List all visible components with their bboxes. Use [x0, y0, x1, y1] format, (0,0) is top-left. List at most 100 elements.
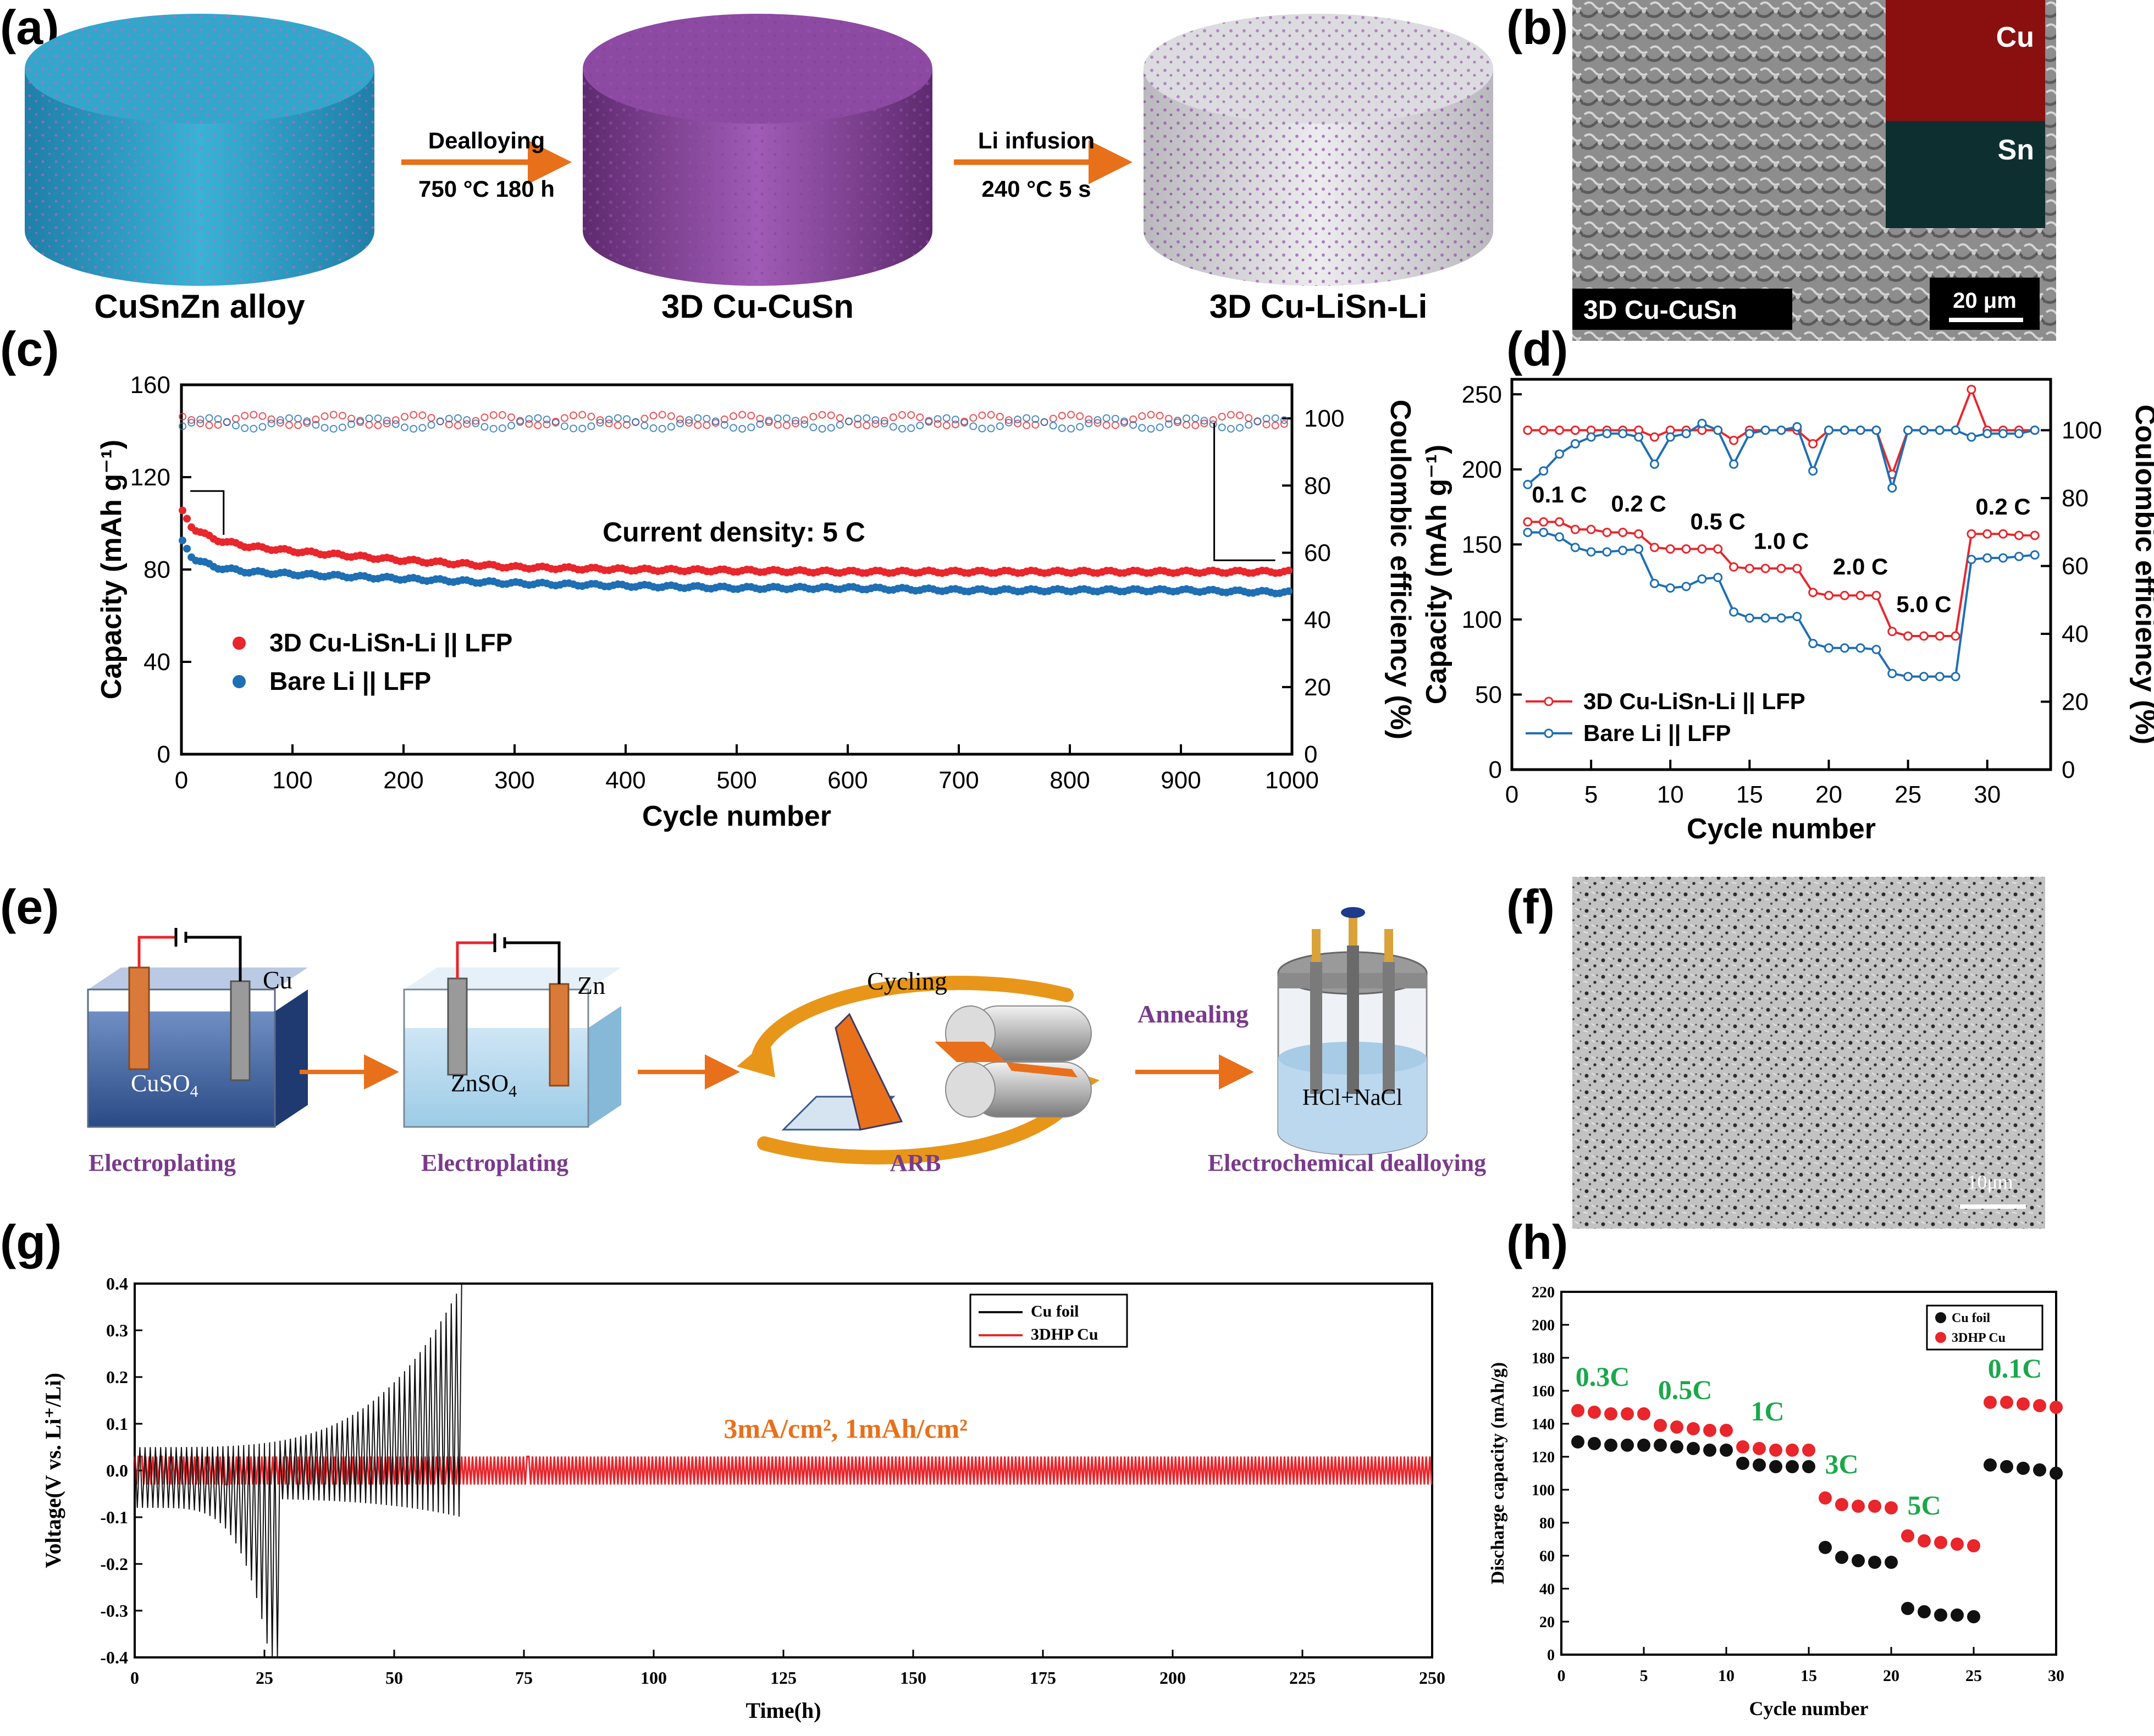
- step-label-3: ARB: [890, 1149, 941, 1176]
- ce-point: [1665, 432, 1675, 442]
- x-tick-label: 25: [1965, 1667, 1982, 1685]
- data-point: [1687, 1442, 1700, 1455]
- ce-point: [978, 424, 986, 433]
- ce-point: [374, 421, 382, 429]
- ce-point: [942, 414, 951, 422]
- x-tick-label: 250: [1419, 1668, 1445, 1688]
- data-point: [2033, 1463, 2046, 1477]
- ce-point: [1903, 425, 1913, 435]
- ce-point: [1067, 424, 1075, 433]
- arrow1-top-label: Dealloying: [428, 128, 545, 153]
- x-tick-label: 100: [272, 767, 312, 794]
- right-axis-indicator: [1213, 423, 1275, 561]
- capacity-point: [1744, 563, 1754, 573]
- y-tick-label: 0.1: [106, 1414, 128, 1434]
- ce-point: [214, 415, 222, 423]
- x-axis-label: Time(h): [745, 1698, 821, 1723]
- capacity-point: [1539, 517, 1549, 527]
- ce-point: [1570, 425, 1580, 435]
- capacity-point: [183, 545, 191, 553]
- data-point: [1703, 1424, 1716, 1437]
- ce-point: [1102, 414, 1111, 422]
- ce-point: [1776, 425, 1786, 435]
- panel-label-b: (b): [1506, 0, 1568, 54]
- ce-point: [338, 412, 346, 420]
- ce-point: [738, 411, 747, 419]
- data-point: [2033, 1399, 2046, 1412]
- ce-point: [258, 423, 267, 431]
- x-tick-label: 125: [770, 1668, 797, 1688]
- data-point: [1819, 1541, 1832, 1554]
- y2-tick-label: 40: [1304, 607, 1331, 634]
- x-tick-label: 30: [1974, 781, 2001, 808]
- panel-f: (f) 10μm: [1506, 877, 2045, 1229]
- legend-label: 3D Cu-LiSn-Li || LFP: [1583, 688, 1805, 715]
- y-tick-label: 0.2: [106, 1367, 128, 1387]
- ce-point: [374, 414, 382, 423]
- data-point: [1802, 1444, 1815, 1457]
- solution-hcl: HCl+NaCl: [1302, 1085, 1402, 1110]
- y-tick-label: -0.2: [100, 1554, 128, 1574]
- y-tick-label: 160: [1532, 1383, 1555, 1400]
- ce-point: [214, 421, 222, 429]
- step-label-1: Electroplating: [89, 1149, 236, 1176]
- y-axis-label: Voltage(V vs. Li⁺/Li): [41, 1373, 65, 1568]
- ce-point: [179, 412, 187, 421]
- capacity-point: [1602, 547, 1612, 557]
- ce-point: [1245, 414, 1253, 422]
- x-tick-label: 15: [1800, 1667, 1817, 1685]
- ce-point: [765, 417, 773, 425]
- ce-point: [1067, 411, 1075, 419]
- data-point: [1951, 1538, 1964, 1551]
- ce-point: [498, 411, 506, 419]
- rate-label: 1.0 C: [1754, 528, 1809, 554]
- capacity-point: [1539, 528, 1549, 538]
- ce-point: [347, 414, 356, 423]
- capacity-point: [1570, 543, 1580, 552]
- capacity-point: [1681, 582, 1691, 591]
- ce-point: [782, 421, 791, 429]
- legend-label: Cu foil: [1031, 1302, 1079, 1320]
- panel-label-d: (d): [1506, 322, 1568, 376]
- y-axis-label: Discharge capacity (mAh/g): [1488, 1362, 1508, 1584]
- ce-point: [534, 421, 542, 429]
- ce-point: [596, 418, 604, 427]
- capacity-point: [1998, 553, 2008, 563]
- capacity-point: [1634, 529, 1644, 539]
- ce-point: [729, 424, 737, 432]
- x-tick-label: 0: [1557, 1667, 1566, 1685]
- ce-point: [489, 424, 498, 433]
- chart-annotation: 3mA/cm², 1mAh/cm²: [723, 1413, 968, 1444]
- ce-point: [463, 420, 471, 428]
- eds-map-cu: [1886, 0, 2045, 121]
- ce-point: [987, 411, 995, 419]
- ce-point: [774, 421, 782, 429]
- ce-point: [907, 411, 915, 419]
- capacity-point: [2014, 551, 2024, 561]
- ce-point: [445, 421, 453, 429]
- ce-point: [1058, 424, 1066, 432]
- ce-point: [1191, 414, 1200, 423]
- ce-point: [845, 417, 853, 425]
- ce-point: [205, 414, 213, 422]
- legend-label: Cu foil: [1952, 1311, 1990, 1325]
- data-point: [1984, 1396, 1997, 1409]
- ce-point: [809, 412, 818, 421]
- capacity-point: [1982, 553, 1992, 563]
- ce-point: [551, 418, 560, 427]
- y-tick-label: 250: [1462, 381, 1502, 408]
- capacity-point: [1776, 613, 1786, 623]
- electrode-label-cu: Cu: [263, 966, 292, 994]
- ce-point: [738, 425, 747, 433]
- x-tick-label: 400: [605, 767, 645, 794]
- capacity-point: [1523, 528, 1533, 538]
- capacity-point: [1523, 517, 1533, 527]
- ce-point: [1085, 419, 1093, 428]
- ce-point: [570, 411, 578, 419]
- capacity-point: [1586, 547, 1596, 557]
- ce-point: [889, 423, 897, 431]
- y2-tick-label: 20: [1304, 674, 1331, 701]
- ce-point: [996, 422, 1004, 430]
- ce-point: [925, 418, 933, 426]
- capacity-point: [1586, 524, 1596, 534]
